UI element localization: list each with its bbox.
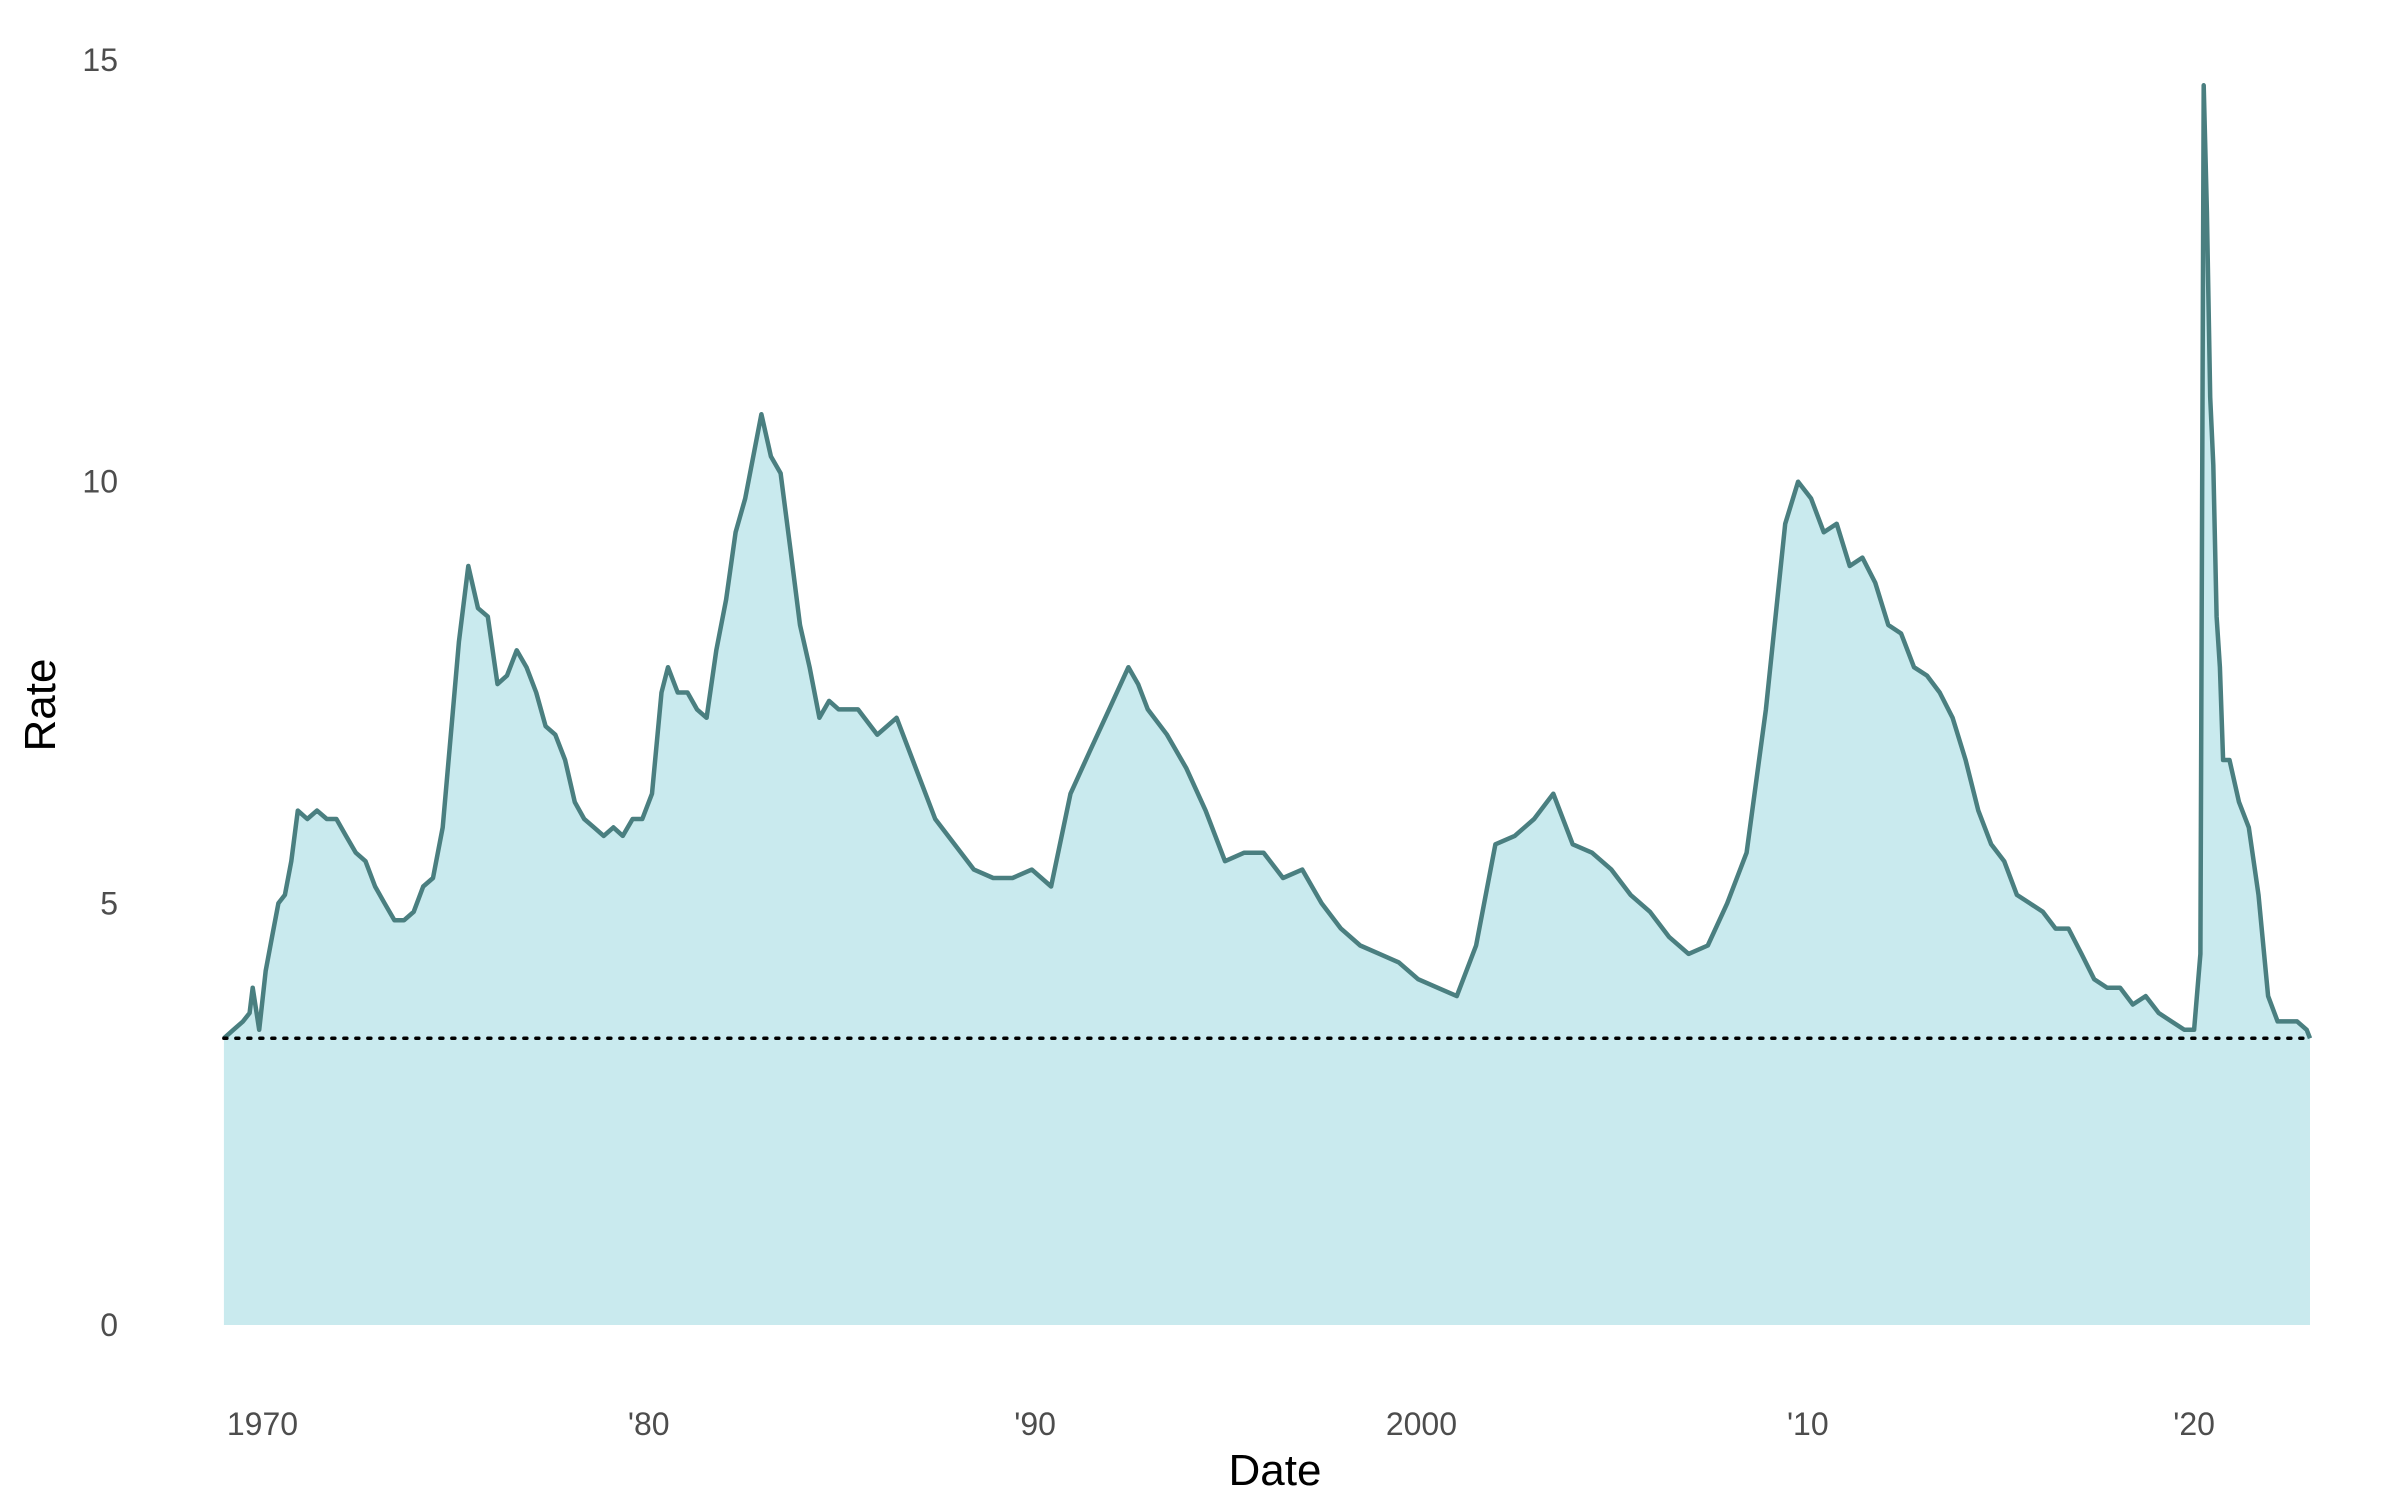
y-tick-label: 0 [100, 1307, 118, 1343]
y-axis-ticks: 0 5 10 15 [82, 42, 118, 1343]
x-axis-title: Date [1229, 1446, 1322, 1495]
x-tick-label: 1970 [227, 1406, 298, 1442]
plot-area [222, 83, 2313, 1325]
x-tick-label: '10 [1787, 1406, 1829, 1442]
y-axis-title: Rate [16, 659, 65, 752]
y-tick-label: 15 [82, 42, 118, 78]
area-fill [223, 85, 2311, 1325]
x-axis-ticks: 1970 '80 '90 2000 '10 '20 [227, 1406, 2215, 1442]
x-tick-label: '20 [2173, 1406, 2215, 1442]
y-tick-label: 5 [100, 885, 118, 921]
x-tick-label: '80 [628, 1406, 670, 1442]
y-tick-label: 10 [82, 464, 118, 500]
series-line [222, 83, 2313, 1040]
x-tick-label: '90 [1014, 1406, 1056, 1442]
x-tick-label: 2000 [1386, 1406, 1457, 1442]
